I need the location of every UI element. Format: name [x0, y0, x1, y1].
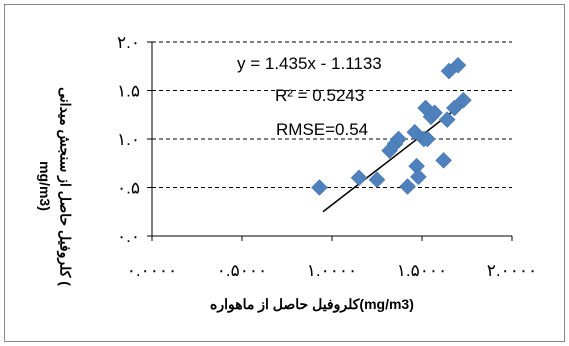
- y-tick-label: ۱.۵: [117, 82, 140, 101]
- x-tick-label: ۱.۵۰۰۰: [397, 261, 447, 280]
- point-layer: [311, 56, 472, 196]
- y-axis-title-line1: کلروفیل حاصل از سنجش میدانی (: [57, 87, 74, 286]
- chart-border: [4, 4, 565, 342]
- data-point: [449, 56, 467, 74]
- data-point: [410, 168, 427, 186]
- y-axis-title: کلروفیل حاصل از سنجش میدانی ( mg/m3): [8, 60, 88, 310]
- equation-label: y = 1.435x - 1.1133: [237, 54, 382, 73]
- tick-label-layer: ۰.۰ ۰.۵ ۱.۰ ۱.۵ ۲.۰ ۰.۰۰۰۰ ۰.۵۰۰۰ ۱.۰۰۰۰ ۱.۵۰۰۰ ۲…: [117, 33, 537, 280]
- x-tick-label: ۲.۰۰۰۰: [487, 261, 537, 280]
- grid-layer: [152, 41, 512, 188]
- data-point: [350, 169, 368, 187]
- axis-layer: [147, 41, 513, 241]
- y-tick-label: ۰.۵: [117, 179, 140, 198]
- y-axis-title-line2: mg/m3): [37, 161, 53, 211]
- y-tick-label: ۰.۰: [117, 227, 140, 246]
- y-tick-label: ۲.۰: [117, 33, 140, 52]
- data-point: [399, 178, 416, 195]
- x-axis-title: کلروفیل حاصل از ماهواره(mg/m3): [210, 296, 414, 312]
- rmse-label: RMSE=0.54: [276, 120, 369, 139]
- data-point: [426, 104, 443, 122]
- x-tick-label: ۰.۵۰۰۰: [217, 261, 267, 280]
- data-point: [390, 130, 407, 148]
- x-tick-label: ۰.۰۰۰۰: [127, 261, 177, 280]
- data-point: [419, 130, 436, 148]
- r2-label: R² = 0.5243: [275, 86, 365, 105]
- data-point: [368, 171, 386, 189]
- y-tick-label: ۱.۰: [117, 130, 140, 149]
- data-point: [438, 111, 456, 128]
- data-point: [435, 151, 452, 169]
- data-point: [311, 179, 328, 196]
- data-point: [455, 91, 472, 109]
- x-tick-label: ۱.۰۰۰۰: [307, 261, 357, 280]
- data-point: [446, 99, 463, 117]
